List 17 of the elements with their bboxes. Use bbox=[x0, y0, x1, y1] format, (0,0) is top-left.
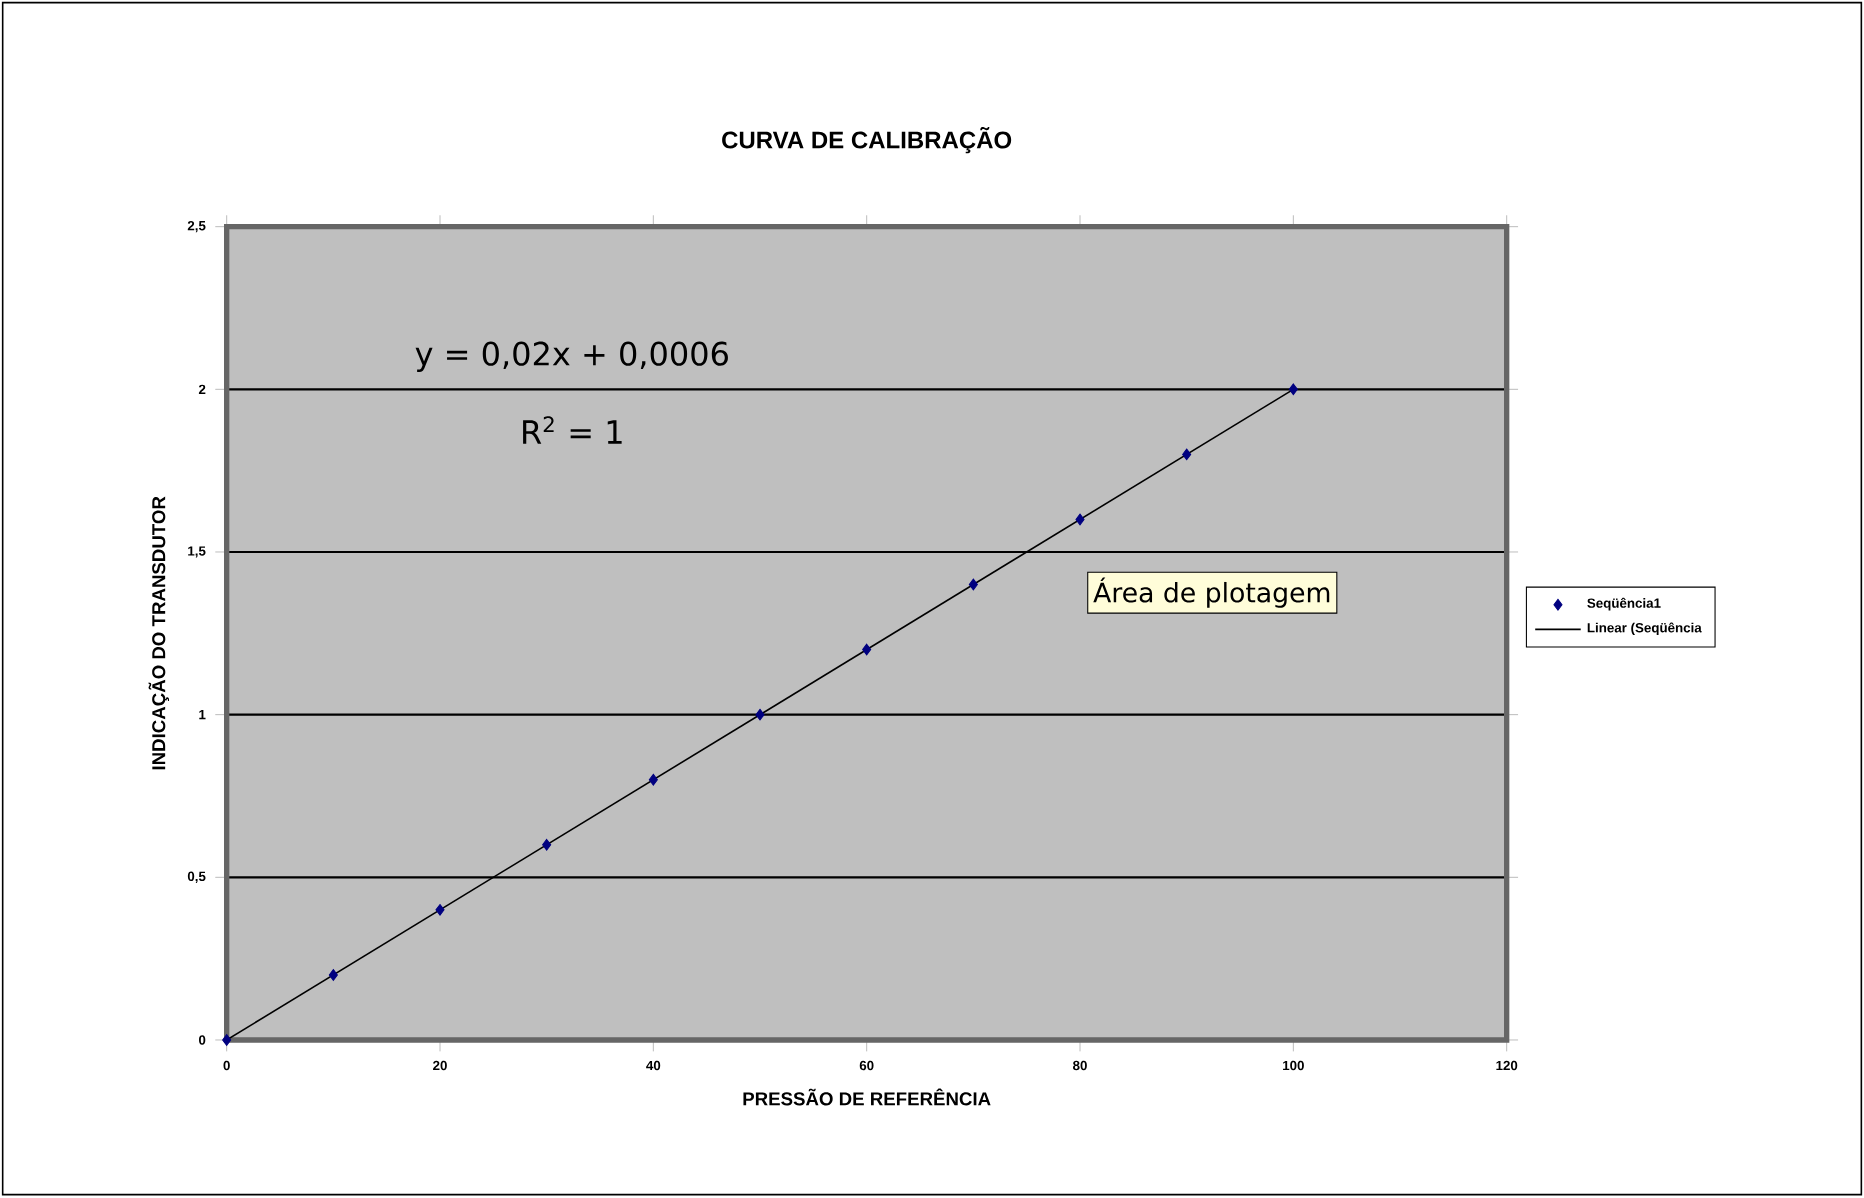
x-axis-title: PRESSÃO DE REFERÊNCIA bbox=[743, 1088, 991, 1106]
point bbox=[435, 904, 445, 917]
point bbox=[1075, 513, 1085, 526]
point bbox=[1182, 448, 1192, 461]
y-axis-title: INDICAÇÃO DO TRANSDUTOR bbox=[148, 496, 170, 770]
point bbox=[862, 644, 872, 656]
point bbox=[1288, 383, 1298, 396]
point bbox=[648, 774, 658, 786]
point bbox=[328, 969, 338, 982]
annotation: R$^{2}$ = 1 bbox=[523, 416, 622, 445]
annotation: y = 0,02x + 0,0006 bbox=[415, 341, 728, 373]
annotation: Área de plotagem bbox=[1093, 577, 1330, 609]
point bbox=[968, 578, 978, 591]
point bbox=[542, 839, 552, 851]
point bbox=[755, 709, 765, 721]
point bbox=[222, 1034, 232, 1047]
chart-title: CURVA DE CALIBRAÇÃO bbox=[722, 127, 1012, 154]
